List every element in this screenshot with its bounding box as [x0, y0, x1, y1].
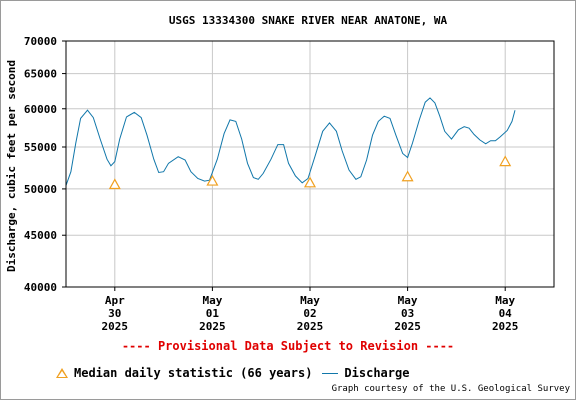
median-point: [206, 174, 219, 186]
x-tick-label: 2025: [199, 320, 226, 333]
discharge-line: [65, 97, 516, 186]
y-tick-label: 50000: [24, 183, 57, 196]
x-tick-label: Apr: [105, 294, 125, 307]
x-tick-label: May: [495, 294, 515, 307]
y-tick-label: 40000: [24, 281, 57, 294]
x-tick-label: May: [300, 294, 320, 307]
median-point: [499, 155, 512, 167]
x-axis-ticks: Apr302025May012025May022025May032025May0…: [102, 287, 519, 333]
line-swatch-icon: [322, 372, 339, 374]
y-axis-ticks: 40000 45000 50000 55000 60000 65000 70000: [24, 35, 66, 294]
y-tick-label: 65000: [24, 68, 57, 81]
median-point: [303, 176, 317, 188]
legend-item-discharge: Discharge: [322, 366, 409, 380]
x-tick-label: 03: [401, 307, 414, 320]
x-tick-label: May: [398, 294, 418, 307]
y-tick-label: 45000: [24, 229, 57, 242]
graph-credit: Graph courtesy of the U.S. Geological Su…: [331, 384, 570, 394]
x-tick-label: 30: [108, 307, 121, 320]
grid-lines: [66, 40, 554, 288]
x-tick-label: May: [202, 294, 222, 307]
y-tick-label: 55000: [24, 141, 57, 154]
triangle-icon: [56, 368, 68, 378]
x-tick-label: 2025: [394, 320, 421, 333]
y-tick-label: 70000: [24, 35, 57, 48]
median-point: [108, 178, 121, 190]
x-tick-label: 2025: [102, 320, 129, 333]
x-tick-label: 02: [303, 307, 316, 320]
legend-label-median: Median daily statistic (66 years): [74, 366, 313, 380]
legend-label-discharge: Discharge: [344, 366, 410, 380]
median-point: [401, 170, 414, 182]
data-series: [65, 97, 516, 190]
x-tick-label: 2025: [492, 320, 519, 333]
chart-title: USGS 13334300 SNAKE RIVER NEAR ANATONE, …: [169, 14, 448, 27]
x-tick-label: 04: [499, 307, 513, 320]
provisional-note: ---- Provisional Data Subject to Revisio…: [121, 339, 455, 353]
x-tick-label: 01: [206, 307, 220, 320]
y-tick-label: 60000: [24, 103, 57, 116]
y-axis-label: Discharge, cubic feet per second: [5, 60, 18, 272]
x-tick-label: 2025: [297, 320, 324, 333]
plot-border: [65, 40, 555, 288]
legend: Median daily statistic (66 years) Discha…: [56, 366, 419, 380]
legend-item-median: Median daily statistic (66 years): [56, 366, 312, 380]
